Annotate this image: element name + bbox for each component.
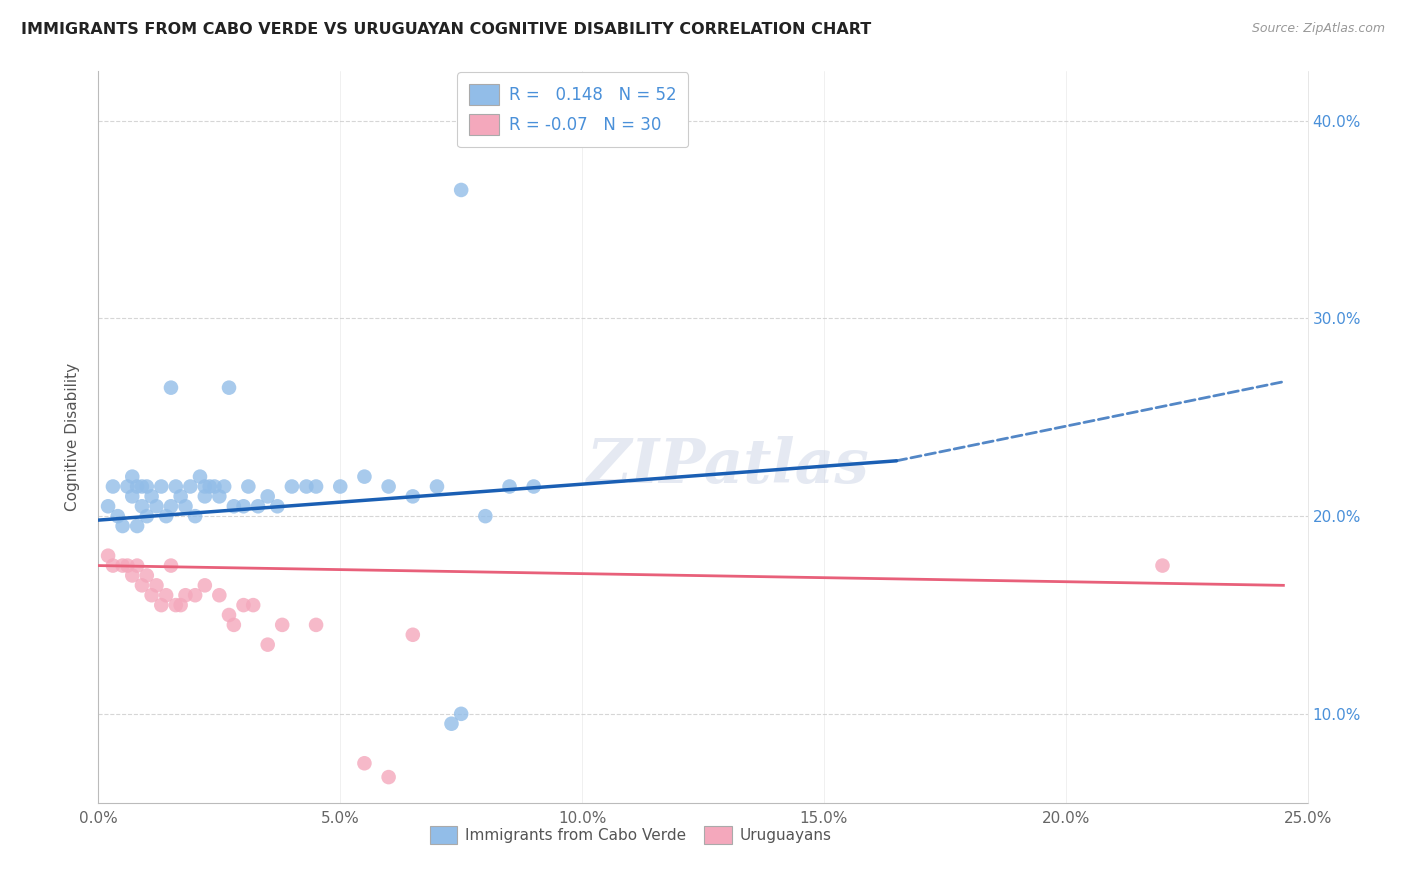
Point: [450, 183, 472, 197]
Point: [498, 479, 520, 493]
Point: [232, 598, 254, 612]
Point: [101, 558, 124, 573]
Point: [222, 500, 245, 514]
Point: [184, 509, 207, 524]
Point: [117, 558, 139, 573]
Point: [111, 558, 134, 573]
Point: [155, 588, 177, 602]
Point: [117, 479, 139, 493]
Point: [131, 578, 153, 592]
Point: [247, 500, 270, 514]
Point: [174, 500, 197, 514]
Point: [150, 598, 173, 612]
Point: [232, 500, 254, 514]
Point: [127, 558, 149, 573]
Point: [242, 598, 264, 612]
Point: [402, 628, 425, 642]
Point: [218, 381, 240, 395]
Point: [121, 469, 143, 483]
Point: [160, 558, 183, 573]
Point: [329, 479, 352, 493]
Point: [160, 381, 183, 395]
Point: [145, 578, 167, 592]
Point: [266, 500, 288, 514]
Point: [377, 479, 399, 493]
Point: [222, 618, 245, 632]
Point: [150, 479, 173, 493]
Point: [184, 588, 207, 602]
Point: [474, 509, 496, 524]
Point: [141, 588, 163, 602]
Point: [135, 568, 157, 582]
Point: [194, 489, 217, 503]
Y-axis label: Cognitive Disability: Cognitive Disability: [65, 363, 80, 511]
Point: [353, 756, 375, 771]
Point: [281, 479, 304, 493]
Point: [194, 578, 217, 592]
Point: [160, 500, 183, 514]
Point: [127, 519, 149, 533]
Point: [165, 598, 187, 612]
Point: [256, 489, 278, 503]
Point: [135, 479, 157, 493]
Point: [450, 706, 472, 721]
Point: [402, 489, 425, 503]
Point: [523, 479, 546, 493]
Point: [440, 716, 463, 731]
Text: IMMIGRANTS FROM CABO VERDE VS URUGUAYAN COGNITIVE DISABILITY CORRELATION CHART: IMMIGRANTS FROM CABO VERDE VS URUGUAYAN …: [21, 22, 872, 37]
Point: [208, 588, 231, 602]
Point: [121, 568, 143, 582]
Point: [256, 638, 278, 652]
Point: [107, 509, 129, 524]
Point: [271, 618, 294, 632]
Point: [305, 479, 328, 493]
Point: [426, 479, 449, 493]
Point: [218, 607, 240, 622]
Text: Source: ZipAtlas.com: Source: ZipAtlas.com: [1251, 22, 1385, 36]
Point: [238, 479, 260, 493]
Point: [97, 500, 120, 514]
Point: [169, 489, 191, 503]
Point: [127, 479, 149, 493]
Point: [101, 479, 124, 493]
Point: [208, 489, 231, 503]
Legend: Immigrants from Cabo Verde, Uruguayans: Immigrants from Cabo Verde, Uruguayans: [423, 820, 838, 850]
Point: [131, 500, 153, 514]
Point: [121, 489, 143, 503]
Point: [169, 598, 191, 612]
Point: [111, 519, 134, 533]
Point: [141, 489, 163, 503]
Point: [131, 479, 153, 493]
Point: [377, 770, 399, 784]
Point: [194, 479, 217, 493]
Point: [145, 500, 167, 514]
Point: [174, 588, 197, 602]
Text: ZIPatlas: ZIPatlas: [586, 436, 869, 496]
Point: [353, 469, 375, 483]
Point: [188, 469, 211, 483]
Point: [212, 479, 235, 493]
Point: [198, 479, 221, 493]
Point: [204, 479, 226, 493]
Point: [305, 618, 328, 632]
Point: [1152, 558, 1174, 573]
Point: [165, 479, 187, 493]
Point: [295, 479, 318, 493]
Point: [135, 509, 157, 524]
Point: [155, 509, 177, 524]
Point: [97, 549, 120, 563]
Point: [179, 479, 201, 493]
